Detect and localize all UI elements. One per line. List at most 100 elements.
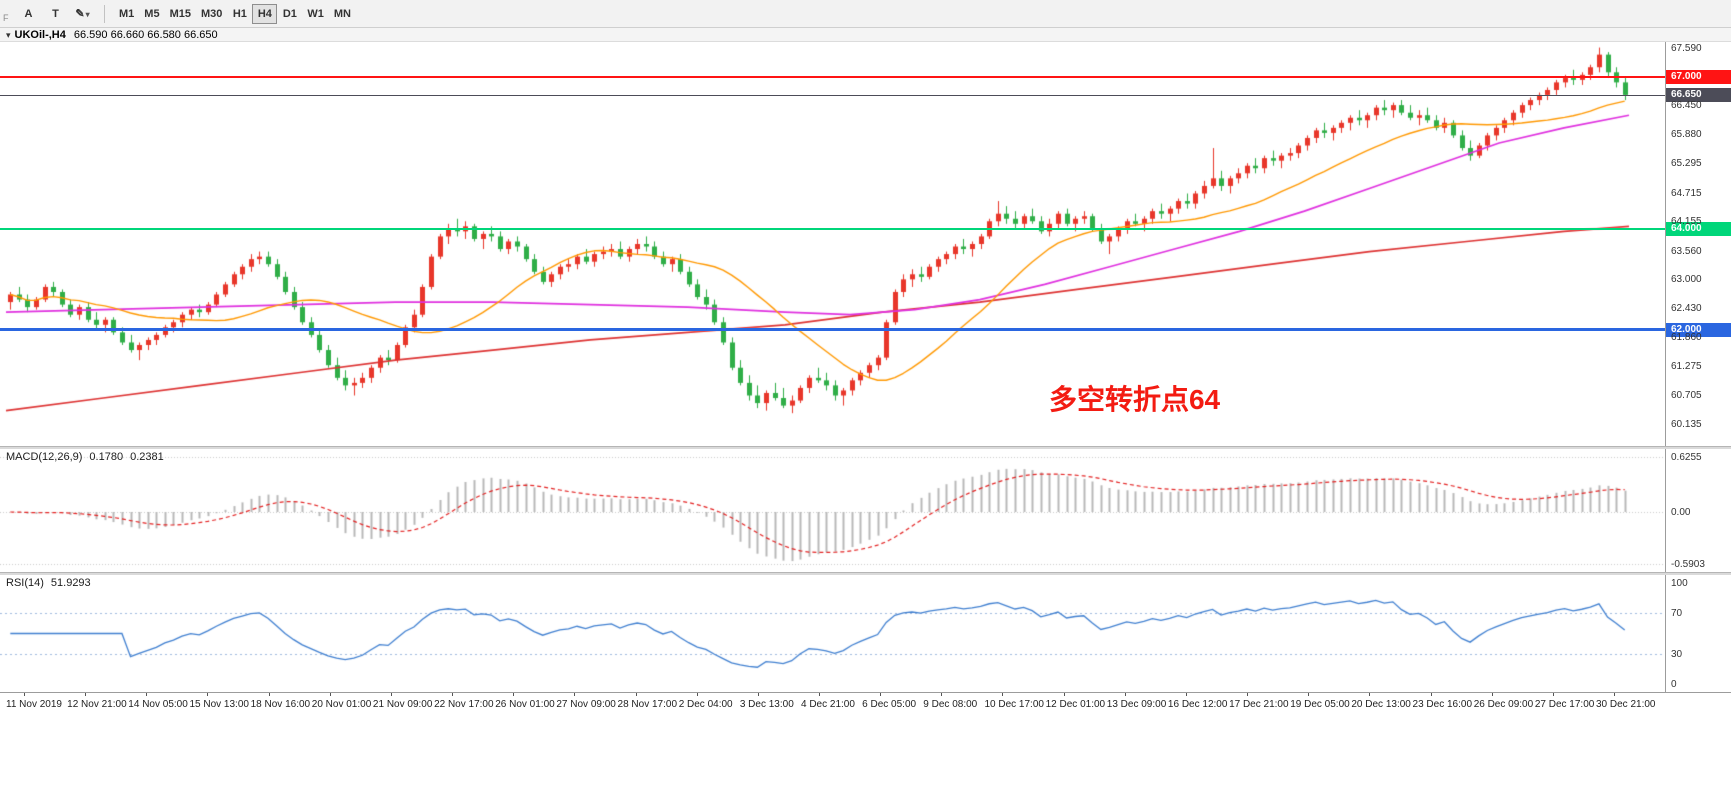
- pencil-icon: ✎: [75, 8, 85, 20]
- rsi-canvas[interactable]: [0, 575, 1665, 692]
- price-scale-label: 65.295: [1671, 158, 1702, 170]
- time-axis-label: 20 Nov 01:00: [311, 699, 372, 710]
- price-line-64000[interactable]: [0, 227, 1665, 230]
- chevron-down-icon: ▾: [85, 10, 90, 19]
- timeframe-button-h4[interactable]: H4: [252, 3, 278, 24]
- time-axis-label: 19 Dec 05:00: [1290, 699, 1350, 710]
- rsi-scale-label: 70: [1671, 608, 1683, 620]
- time-axis-label: 26 Nov 01:00: [495, 699, 555, 710]
- time-axis-tick: [1185, 693, 1187, 696]
- time-axis-label: 9 Dec 08:00: [923, 699, 978, 710]
- macd-scale-label: -0.5903: [1671, 559, 1705, 570]
- rsi-title-row: RSI(14) 51.9293: [6, 577, 98, 589]
- chart-annotation-text[interactable]: 多空转折点64: [1048, 383, 1221, 415]
- price-line-66650[interactable]: [0, 94, 1665, 96]
- timeframe-button-m5[interactable]: M5: [139, 4, 164, 24]
- time-axis-tick: [85, 693, 87, 696]
- price-badge-64000[interactable]: 64.000: [1666, 221, 1731, 236]
- time-axis-label: 21 Nov 09:00: [372, 699, 433, 710]
- rsi-value: 51.9293: [50, 577, 91, 589]
- timeframe-button-d1[interactable]: D1: [277, 4, 302, 24]
- price-badge-66650[interactable]: 66.650: [1666, 88, 1731, 103]
- time-axis-tick: [1491, 693, 1493, 696]
- bottom-space: [0, 714, 1731, 794]
- time-axis-tick: [1247, 693, 1249, 696]
- time-axis-tick: [696, 693, 698, 696]
- time-axis-tick: [1308, 693, 1310, 696]
- time-axis-label: 4 Dec 21:00: [801, 699, 855, 710]
- time-axis-tick: [941, 693, 943, 696]
- time-axis-tick: [880, 693, 882, 696]
- toolbar-handle: F: [3, 13, 9, 23]
- draw-tool-button[interactable]: ✎▾: [70, 4, 95, 24]
- time-axis-tick: [635, 693, 637, 696]
- price-scale-label: 64.715: [1671, 187, 1702, 199]
- time-axis-tick: [1002, 693, 1004, 696]
- time-axis-label: 27 Dec 17:00: [1534, 699, 1595, 710]
- timeframe-group: M1 M5 M15 M30 H1 H4 D1 W1 MN: [114, 3, 356, 24]
- chart-title-strip: ▾ UKOil-,H4 66.590 66.660 66.580 66.650: [0, 28, 1731, 42]
- annotate-a-button[interactable]: A: [16, 4, 41, 24]
- time-axis-tick: [1430, 693, 1432, 696]
- time-axis-label: 26 Dec 09:00: [1473, 699, 1534, 710]
- timeframe-button-mn[interactable]: MN: [329, 4, 356, 24]
- time-axis-label: 27 Nov 09:00: [556, 699, 616, 710]
- main-chart-pane: 多空转折点64 67.000 66.650 64.000 62.000 67.590 66…: [0, 42, 1731, 446]
- time-axis[interactable]: 11 Nov 2019 12 Nov 21:00 14 Nov 05:00 15 No…: [0, 692, 1731, 714]
- price-line-62000[interactable]: [0, 328, 1665, 332]
- time-axis-tick: [1124, 693, 1126, 696]
- price-scale-label: 60.705: [1671, 390, 1702, 402]
- time-axis-label: 12 Nov 21:00: [67, 699, 127, 710]
- price-scale-label: 60.135: [1671, 419, 1702, 431]
- timeframe-button-m1[interactable]: M1: [114, 4, 139, 24]
- time-axis-label: 3 Dec 13:00: [739, 699, 794, 710]
- time-axis-tick: [757, 693, 759, 696]
- time-axis-tick: [574, 693, 576, 696]
- price-line-67000[interactable]: [0, 76, 1665, 79]
- rsi-scale-label: 0: [1671, 679, 1677, 690]
- time-axis-label: 14 Nov 05:00: [128, 699, 188, 710]
- rsi-pane: RSI(14) 51.9293 100 70 30 0: [0, 575, 1731, 692]
- time-axis-tick: [1369, 693, 1371, 696]
- macd-title-row: MACD(12,26,9) 0.1780 0.2381: [6, 451, 171, 463]
- time-axis-tick: [207, 693, 209, 696]
- time-axis-tick: [1063, 693, 1065, 696]
- rsi-scale[interactable]: 100 70 30 0: [1665, 575, 1731, 692]
- price-badge-67000[interactable]: 67.000: [1666, 70, 1731, 85]
- timeframe-button-w1[interactable]: W1: [302, 4, 329, 24]
- macd-main-value: 0.1780: [89, 451, 124, 463]
- time-axis-label: 6 Dec 05:00: [862, 699, 917, 710]
- time-axis-label: 18 Nov 16:00: [250, 699, 311, 710]
- price-scale-label: 65.880: [1671, 128, 1702, 140]
- chart-menu-icon[interactable]: ▾: [6, 30, 11, 40]
- macd-canvas[interactable]: [0, 449, 1665, 572]
- time-axis-label: 13 Dec 09:00: [1106, 699, 1167, 710]
- timeframe-button-m15[interactable]: M15: [165, 4, 196, 24]
- price-scale-label: 61.860: [1671, 331, 1702, 343]
- symbol-period-label: UKOil-,H4: [14, 29, 66, 41]
- macd-scale-label: 0.6255: [1671, 452, 1702, 463]
- macd-signal-value: 0.2381: [130, 451, 164, 463]
- ohlc-readout: 66.590 66.660 66.580 66.650: [73, 29, 218, 41]
- timeframe-button-h1[interactable]: H1: [227, 4, 252, 24]
- macd-scale[interactable]: 0.6255 0.00 -0.5903: [1665, 449, 1731, 572]
- time-axis-label: 20 Dec 13:00: [1351, 699, 1411, 710]
- price-badge-62000[interactable]: 62.000: [1666, 322, 1731, 337]
- price-scale-label: 62.430: [1671, 303, 1702, 315]
- text-tool-button[interactable]: T: [43, 4, 68, 24]
- price-scale-label: 63.560: [1671, 246, 1702, 258]
- time-axis-tick: [1614, 693, 1615, 696]
- pane-divider[interactable]: [0, 446, 1731, 449]
- main-chart-canvas[interactable]: [0, 42, 1665, 446]
- macd-scale-label: 0.00: [1671, 507, 1691, 518]
- time-axis-label: 17 Dec 21:00: [1229, 699, 1289, 710]
- macd-label: MACD(12,26,9): [6, 451, 83, 463]
- time-axis-label: 2 Dec 04:00: [678, 699, 733, 710]
- main-price-scale[interactable]: 67.000 66.650 64.000 62.000 67.590 66.450 65.8…: [1665, 42, 1731, 446]
- time-axis-tick: [1552, 693, 1554, 696]
- time-axis-tick: [390, 693, 392, 696]
- timeframe-button-m30[interactable]: M30: [196, 4, 227, 24]
- pane-divider[interactable]: [0, 572, 1731, 575]
- time-axis-label: 30 Dec 21:00: [1596, 699, 1656, 710]
